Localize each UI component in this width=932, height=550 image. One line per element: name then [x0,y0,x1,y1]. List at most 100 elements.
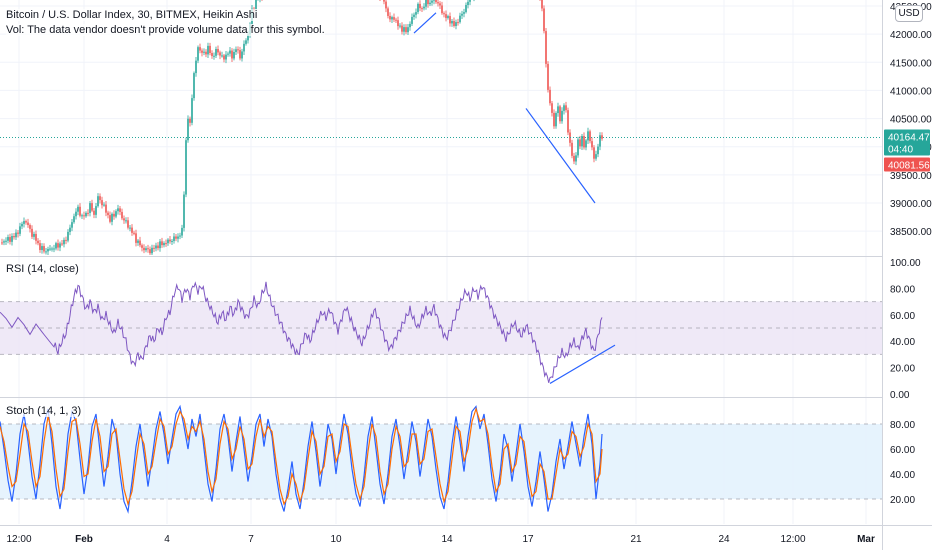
candle-body[interactable] [7,237,9,241]
candle-body[interactable] [49,248,51,250]
candle-body[interactable] [205,51,207,55]
candle-body[interactable] [187,118,189,141]
candle-body[interactable] [183,194,185,228]
candle-body[interactable] [545,31,547,64]
candle-body[interactable] [79,206,81,216]
currency-badge[interactable]: USD [895,5,923,22]
candle-body[interactable] [209,45,211,53]
candle-body[interactable] [399,25,401,27]
candle-body[interactable] [35,233,37,241]
candle-body[interactable] [563,105,565,111]
stoch-series[interactable] [0,404,603,514]
symbol-legend[interactable]: Bitcoin / U.S. Dollar Index, 30, BITMEX,… [6,9,258,21]
candle-body[interactable] [151,247,153,254]
candle-body[interactable] [551,103,553,113]
candle-body[interactable] [219,52,221,56]
candle-body[interactable] [173,236,175,241]
candle-body[interactable] [559,106,561,122]
candle-body[interactable] [27,222,29,226]
price-trendline[interactable] [413,12,437,34]
candle-body[interactable] [197,47,199,61]
candle-body[interactable] [85,212,87,217]
candle-body[interactable] [597,146,599,155]
candle-body[interactable] [143,247,145,251]
candle-body[interactable] [55,243,57,249]
candle-body[interactable] [383,0,385,2]
candle-body[interactable] [169,239,171,242]
candle-body[interactable] [67,231,69,241]
candle-body[interactable] [423,6,425,9]
candle-body[interactable] [425,0,427,7]
candle-body[interactable] [29,225,31,229]
candle-body[interactable] [111,213,113,222]
candle-body[interactable] [561,110,563,122]
candle-body[interactable] [579,139,581,147]
candle-body[interactable] [203,51,205,53]
candle-body[interactable] [255,0,257,9]
candle-body[interactable] [71,222,73,228]
candle-body[interactable] [235,49,237,53]
candle-body[interactable] [47,249,49,252]
candle-body[interactable] [231,50,233,59]
candle-body[interactable] [147,248,149,250]
candle-body[interactable] [65,239,67,241]
candle-body[interactable] [439,3,441,6]
candle-body[interactable] [131,227,133,233]
candle-body[interactable] [119,208,121,212]
candle-body[interactable] [417,3,419,13]
candle-body[interactable] [39,243,41,250]
candle-body[interactable] [557,106,559,114]
rsi-trendline[interactable] [549,344,616,384]
candle-body[interactable] [11,236,13,242]
candle-body[interactable] [555,113,557,127]
candle-body[interactable] [407,27,409,33]
candle-body[interactable] [461,13,463,16]
candle-body[interactable] [75,211,77,217]
candle-body[interactable] [571,142,573,156]
candle-body[interactable] [543,8,545,32]
candle-body[interactable] [25,221,27,223]
candle-body[interactable] [587,131,589,141]
candle-body[interactable] [567,110,569,133]
candle-body[interactable] [547,63,549,90]
candle-body[interactable] [133,232,135,234]
candle-body[interactable] [397,20,399,27]
candle-body[interactable] [207,45,209,55]
candle-body[interactable] [83,215,85,217]
candle-body[interactable] [139,240,141,246]
candle-body[interactable] [589,131,591,142]
price-axis[interactable]: 42500.0042000.0041500.0041000.0040500.00… [883,0,932,525]
candle-body[interactable] [419,3,421,9]
candle-body[interactable] [43,246,45,252]
candle-body[interactable] [129,227,131,229]
candle-body[interactable] [109,215,111,222]
candle-body[interactable] [201,50,203,53]
candle-body[interactable] [437,2,439,4]
time-axis[interactable]: 12:00 Feb 4 7 10 14 17 21 24 12:00 Mar [6,534,875,545]
candle-body[interactable] [573,155,575,162]
rsi-legend[interactable]: RSI (14, close) [6,263,79,275]
candle-body[interactable] [451,21,453,24]
candle-body[interactable] [165,243,167,245]
candle-body[interactable] [217,49,219,53]
candle-body[interactable] [421,8,423,10]
candle-body[interactable] [115,211,117,217]
candle-body[interactable] [103,204,105,206]
candle-body[interactable] [95,206,97,215]
candle-body[interactable] [135,233,137,243]
candle-body[interactable] [121,211,123,219]
candle-body[interactable] [181,227,183,236]
candle-body[interactable] [41,246,43,250]
candle-body[interactable] [431,0,433,3]
rsi-line[interactable] [0,281,603,383]
candle-body[interactable] [215,49,217,56]
candle-body[interactable] [61,243,63,245]
candle-body[interactable] [105,204,107,213]
candle-body[interactable] [601,135,603,139]
candle-body[interactable] [155,245,157,249]
candle-body[interactable] [391,17,393,20]
candle-body[interactable] [161,241,163,246]
candle-body[interactable] [393,17,395,20]
candle-body[interactable] [443,13,445,15]
